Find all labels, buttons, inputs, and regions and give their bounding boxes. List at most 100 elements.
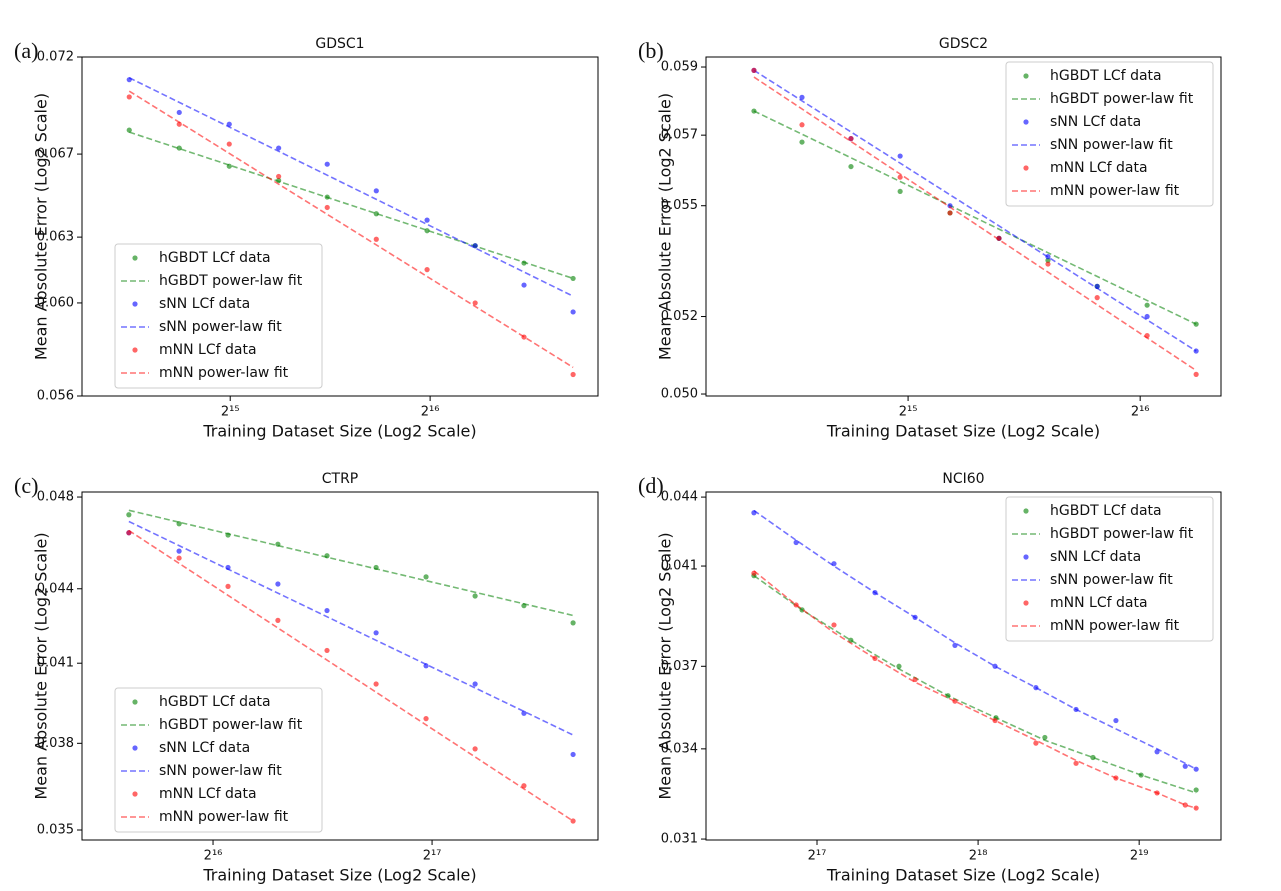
- data-point: [831, 622, 837, 628]
- x-tick-label: 2¹⁶: [204, 849, 223, 864]
- data-point: [799, 94, 805, 100]
- panel-label: (b): [638, 38, 664, 63]
- data-point: [424, 228, 430, 234]
- data-point: [897, 188, 903, 195]
- legend-label: hGBDT power-law fit: [159, 273, 303, 289]
- data-point: [1154, 749, 1160, 755]
- data-point: [472, 593, 478, 599]
- plot-frame: [81, 491, 599, 841]
- panel-label: (c): [14, 473, 38, 498]
- data-point: [751, 67, 757, 73]
- chart-title: GDSC1: [315, 36, 364, 52]
- fit-line: [128, 90, 574, 369]
- legend-label: sNN LCf data: [1050, 114, 1141, 130]
- y-tick-label: 0.057: [661, 128, 698, 143]
- legend-marker: [132, 791, 138, 797]
- y-tick-label: 0.031: [661, 832, 698, 847]
- legend-marker: [132, 745, 138, 751]
- x-tick-label: 2¹⁵: [899, 405, 918, 420]
- legend-label: mNN LCf data: [159, 786, 257, 802]
- data-point: [848, 163, 854, 170]
- legend-marker: [132, 347, 138, 353]
- x-axis-label: Training Dataset Size (Log2 Scale): [202, 422, 476, 441]
- data-point: [176, 109, 182, 116]
- y-tick-label: 0.072: [37, 50, 74, 65]
- data-point: [276, 173, 282, 180]
- data-point: [570, 371, 576, 378]
- legend: hGBDT LCf data hGBDT power-law fit sNN LCf…: [114, 243, 323, 389]
- legend-marker: [132, 699, 138, 705]
- y-tick-label: 0.041: [37, 656, 74, 671]
- subplot: (d) NCI60 Training Dataset Size (Log2 Scal…: [638, 471, 1222, 885]
- legend-label: sNN power-law fit: [1050, 137, 1173, 153]
- y-tick-label: 0.067: [37, 147, 74, 162]
- legend-label: sNN power-law fit: [1050, 572, 1173, 588]
- chart-title: GDSC2: [939, 36, 988, 52]
- legend-marker: [1023, 73, 1029, 79]
- legend-label: sNN power-law fit: [159, 319, 282, 335]
- data-point: [1144, 313, 1150, 320]
- subplot: (b) GDSC2 Training Dataset Size (Log2 Scal…: [638, 36, 1222, 441]
- data-point: [324, 647, 330, 654]
- y-tick-label: 0.038: [37, 736, 74, 751]
- legend-label: hGBDT LCf data: [1050, 503, 1162, 519]
- data-point: [570, 309, 576, 315]
- legend-label: hGBDT power-law fit: [1050, 91, 1194, 107]
- fit-line: [128, 77, 574, 297]
- data-point: [947, 210, 953, 216]
- data-point: [570, 620, 576, 626]
- data-point: [423, 574, 429, 580]
- subplot: (a) GDSC1 Training Dataset Size (Log2 Scal…: [14, 36, 599, 441]
- y-axis-label: Mean Absolute Error (Log2 Scale): [656, 532, 675, 799]
- plot-frame: [705, 491, 1222, 841]
- legend: hGBDT LCf data hGBDT power-law fit sNN LCf…: [1005, 496, 1214, 642]
- y-axis-label: Mean Absolute Error (Log2 Scale): [32, 532, 51, 799]
- y-axis-label: Mean Absolute Error (Log2 Scale): [32, 93, 51, 360]
- data-point: [472, 746, 478, 752]
- legend-box: [1005, 496, 1214, 642]
- x-axis-label: Training Dataset Size (Log2 Scale): [826, 422, 1100, 441]
- legend-marker: [132, 301, 138, 307]
- fit-line: [753, 110, 1197, 325]
- x-tick-label: 2¹⁸: [969, 849, 988, 864]
- data-point: [570, 818, 576, 824]
- chart-title: CTRP: [322, 471, 359, 487]
- data-point: [176, 121, 182, 127]
- fit-line: [128, 520, 574, 736]
- data-point: [472, 681, 478, 687]
- x-tick-label: 2¹⁵: [221, 405, 240, 420]
- fit-line: [753, 69, 1197, 352]
- fit-line: [129, 131, 574, 280]
- data-point: [373, 211, 379, 217]
- y-tick-label: 0.037: [661, 659, 698, 674]
- legend-label: sNN LCf data: [1050, 549, 1141, 565]
- y-tick-label: 0.041: [661, 559, 698, 574]
- data-point: [373, 630, 379, 636]
- y-tick-label: 0.056: [37, 389, 74, 404]
- legend-label: hGBDT LCf data: [159, 694, 271, 710]
- legend-box: [1005, 61, 1214, 207]
- x-axis-label: Training Dataset Size (Log2 Scale): [202, 866, 476, 885]
- x-tick-label: 2¹⁷: [808, 849, 827, 864]
- x-tick-label: 2¹⁶: [421, 405, 440, 420]
- x-tick-label: 2¹⁶: [1131, 405, 1150, 420]
- legend-marker: [132, 255, 138, 261]
- chart-title: NCI60: [942, 471, 984, 487]
- plot-frame: [81, 56, 599, 397]
- data-point: [1045, 257, 1051, 263]
- data-point: [570, 751, 576, 758]
- legend-marker: [1023, 554, 1029, 560]
- legend-label: sNN power-law fit: [159, 763, 282, 779]
- subplot: (c) CTRP Training Dataset Size (Log2 Scale…: [14, 471, 599, 885]
- data-point: [424, 217, 430, 223]
- data-point: [1113, 717, 1119, 724]
- data-point: [424, 267, 430, 273]
- y-tick-label: 0.063: [37, 230, 74, 245]
- data-point: [1033, 740, 1039, 746]
- legend-label: mNN power-law fit: [1050, 183, 1180, 199]
- y-tick-label: 0.048: [37, 490, 74, 505]
- data-point: [126, 127, 132, 133]
- data-point: [373, 681, 379, 687]
- data-point: [276, 145, 282, 151]
